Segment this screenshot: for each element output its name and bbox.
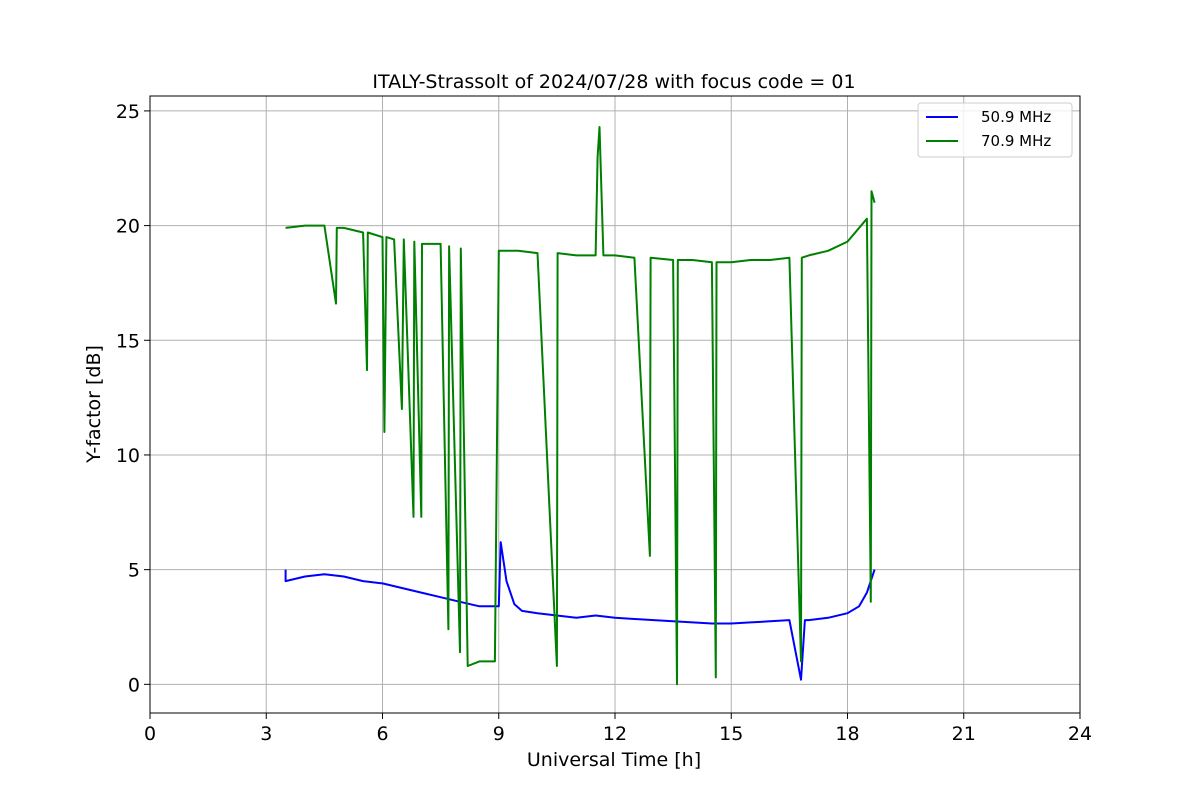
x-tick-label: 9: [493, 723, 505, 745]
y-axis-ticks: 0 5 10 15 20 25: [116, 101, 150, 696]
y-tick-label: 20: [116, 216, 140, 238]
y-tick-label: 0: [128, 674, 140, 696]
series-layer: [284, 126, 876, 686]
x-tick-label: 3: [260, 723, 272, 745]
series-line-50-9-mhz: [284, 541, 876, 681]
legend: 50.9 MHz 70.9 MHz: [917, 102, 1073, 158]
x-tick-label: 6: [376, 723, 388, 745]
x-tick-label: 21: [952, 723, 976, 745]
x-tick-label: 24: [1068, 723, 1092, 745]
y-tick-label: 10: [116, 445, 140, 467]
legend-label-50-9: 50.9 MHz: [981, 108, 1051, 126]
x-tick-label: 0: [144, 723, 156, 745]
x-axis-label: Universal Time [h]: [527, 749, 701, 771]
series-line-70-9-mhz: [285, 126, 876, 686]
x-tick-label: 15: [719, 723, 743, 745]
legend-label-70-9: 70.9 MHz: [981, 132, 1051, 150]
y-tick-label: 5: [128, 560, 140, 582]
x-tick-label: 18: [835, 723, 859, 745]
grid-lines: [149, 96, 1081, 713]
y-tick-label: 15: [116, 330, 140, 352]
y-tick-label: 25: [116, 101, 140, 123]
x-axis-ticks: 0 3 6 9 12 15 18 21 24: [144, 713, 1092, 745]
y-axis-label: Y-factor [dB]: [83, 345, 105, 464]
x-tick-label: 12: [603, 723, 627, 745]
chart-title: ITALY-Strassolt of 2024/07/28 with focus…: [372, 71, 855, 93]
